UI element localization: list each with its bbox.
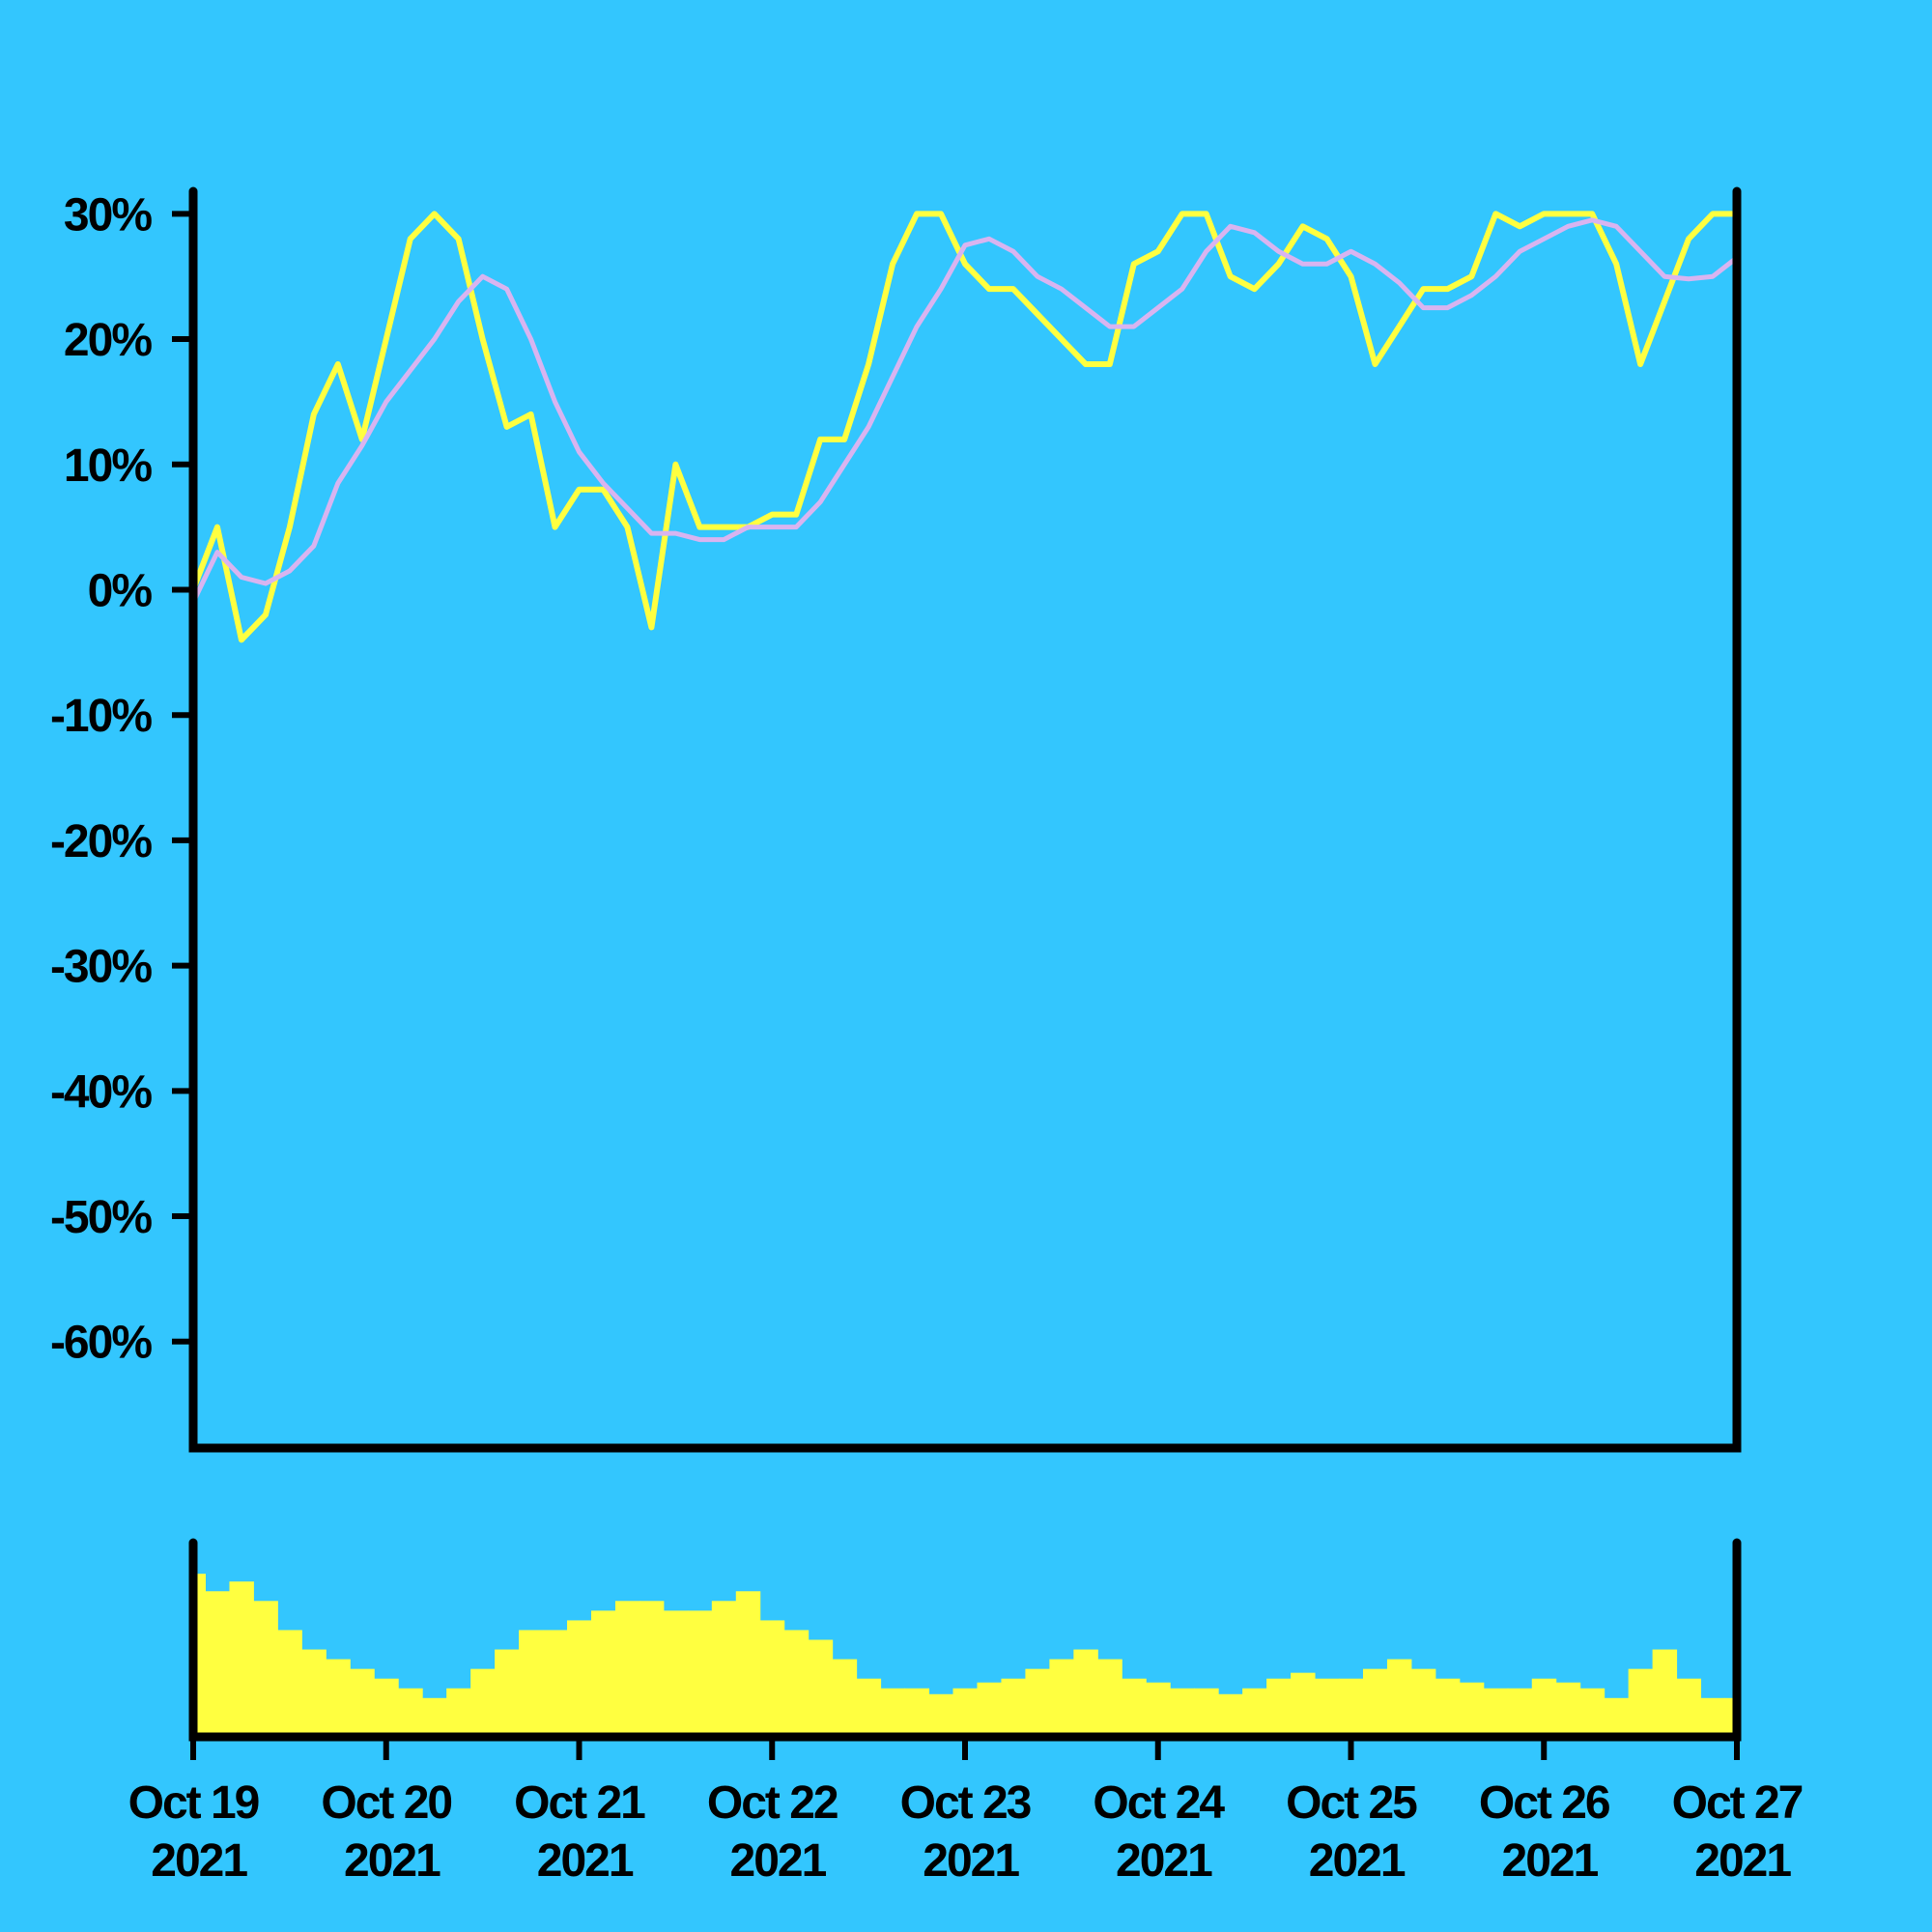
volume-bar (1073, 1649, 1098, 1737)
volume-bar (1339, 1678, 1364, 1737)
y-tick-label: 30% (64, 189, 152, 241)
volume-bar (470, 1668, 496, 1737)
volume-bar (1628, 1668, 1654, 1737)
volume-bar (1266, 1678, 1292, 1737)
volume-bar (1700, 1697, 1726, 1737)
volume-bar (687, 1610, 713, 1737)
x-tick-label: Oct 26 2021 (1479, 1777, 1609, 1887)
volume-bar (277, 1630, 302, 1737)
volume-bar (1555, 1682, 1581, 1737)
x-tick-label: Oct 23 2021 (900, 1777, 1031, 1887)
volume-bar (374, 1678, 399, 1737)
volume-bar (519, 1630, 544, 1737)
y-tick-label: -20% (50, 816, 152, 867)
volume-bar (350, 1668, 375, 1737)
volume-bar (1362, 1668, 1388, 1737)
x-tick-label: Oct 22 2021 (707, 1777, 838, 1887)
volume-bar (1194, 1688, 1219, 1737)
volume-bar (1410, 1668, 1436, 1737)
volume-bar (1315, 1678, 1340, 1737)
y-tick-label: 0% (88, 565, 153, 616)
volume-bar (567, 1620, 592, 1737)
axis-frame (188, 186, 1742, 1453)
volume-bar (543, 1630, 568, 1737)
volume-bar (495, 1649, 520, 1737)
volume-bar (398, 1688, 423, 1737)
volume-bar (977, 1682, 1002, 1737)
x-tick-label: Oct 24 2021 (1093, 1777, 1225, 1887)
volume-bar (832, 1659, 858, 1737)
x-tick-label: Oct 25 2021 (1286, 1777, 1417, 1887)
volume-bar (711, 1601, 737, 1737)
volume-bar (880, 1688, 906, 1737)
volume-bar (856, 1678, 882, 1737)
volume-bar (639, 1601, 665, 1737)
x-tick-label: Oct 21 2021 (514, 1777, 645, 1887)
volume-bar (614, 1601, 640, 1737)
x-tick-label: Oct 19 2021 (128, 1777, 259, 1887)
volume-bar (1386, 1659, 1412, 1737)
volume-bar (1531, 1678, 1557, 1737)
volume-bar (735, 1591, 761, 1737)
volume-bar (1170, 1688, 1195, 1737)
volume-bar (1291, 1672, 1316, 1737)
volume-bar (446, 1688, 471, 1737)
y-tick-label: -50% (50, 1192, 152, 1243)
volume-bar (229, 1581, 254, 1737)
volume-bar (1579, 1688, 1605, 1737)
volume-bar (1049, 1659, 1074, 1737)
volume-bar (904, 1688, 930, 1737)
volume-bar (205, 1591, 230, 1737)
x-tick-label: Oct 20 2021 (321, 1777, 451, 1887)
volume-bar (1242, 1688, 1267, 1737)
volume-bar (1483, 1688, 1509, 1737)
y-tick-label: -10% (50, 691, 152, 742)
volume-bar (1676, 1678, 1702, 1737)
volume-bar (1604, 1697, 1630, 1737)
volume-bar (1507, 1688, 1533, 1737)
volume-bar (1025, 1668, 1050, 1737)
volume-bar (663, 1610, 689, 1737)
y-tick-label: -30% (50, 942, 152, 993)
volume-bar (1001, 1678, 1026, 1737)
volume-bar (759, 1620, 785, 1737)
x-tick-label: Oct 27 2021 (1672, 1777, 1803, 1887)
y-tick-label: 20% (64, 315, 152, 366)
volume-bar (928, 1693, 954, 1737)
volume-bar (326, 1659, 351, 1737)
volume-bar (1097, 1659, 1122, 1737)
volume-bar (1122, 1678, 1147, 1737)
y-tick-label: -60% (50, 1318, 152, 1369)
line-series (190, 211, 1737, 643)
volume-bar (1652, 1649, 1678, 1737)
volume-bar (1459, 1682, 1485, 1737)
volume-bar (1218, 1693, 1243, 1737)
volume-bar (590, 1610, 616, 1737)
volume-bar (301, 1649, 327, 1737)
volume-bar (1435, 1678, 1461, 1737)
volume-bar (253, 1601, 278, 1737)
y-tick-label: -40% (50, 1066, 152, 1118)
volume-bar (808, 1639, 834, 1737)
y-tick-label: 10% (64, 440, 152, 492)
volume-bar (422, 1697, 447, 1737)
volume-bar (1146, 1682, 1171, 1737)
volume-bar (952, 1688, 978, 1737)
volume-bar (783, 1630, 810, 1737)
line-series (190, 217, 1739, 604)
